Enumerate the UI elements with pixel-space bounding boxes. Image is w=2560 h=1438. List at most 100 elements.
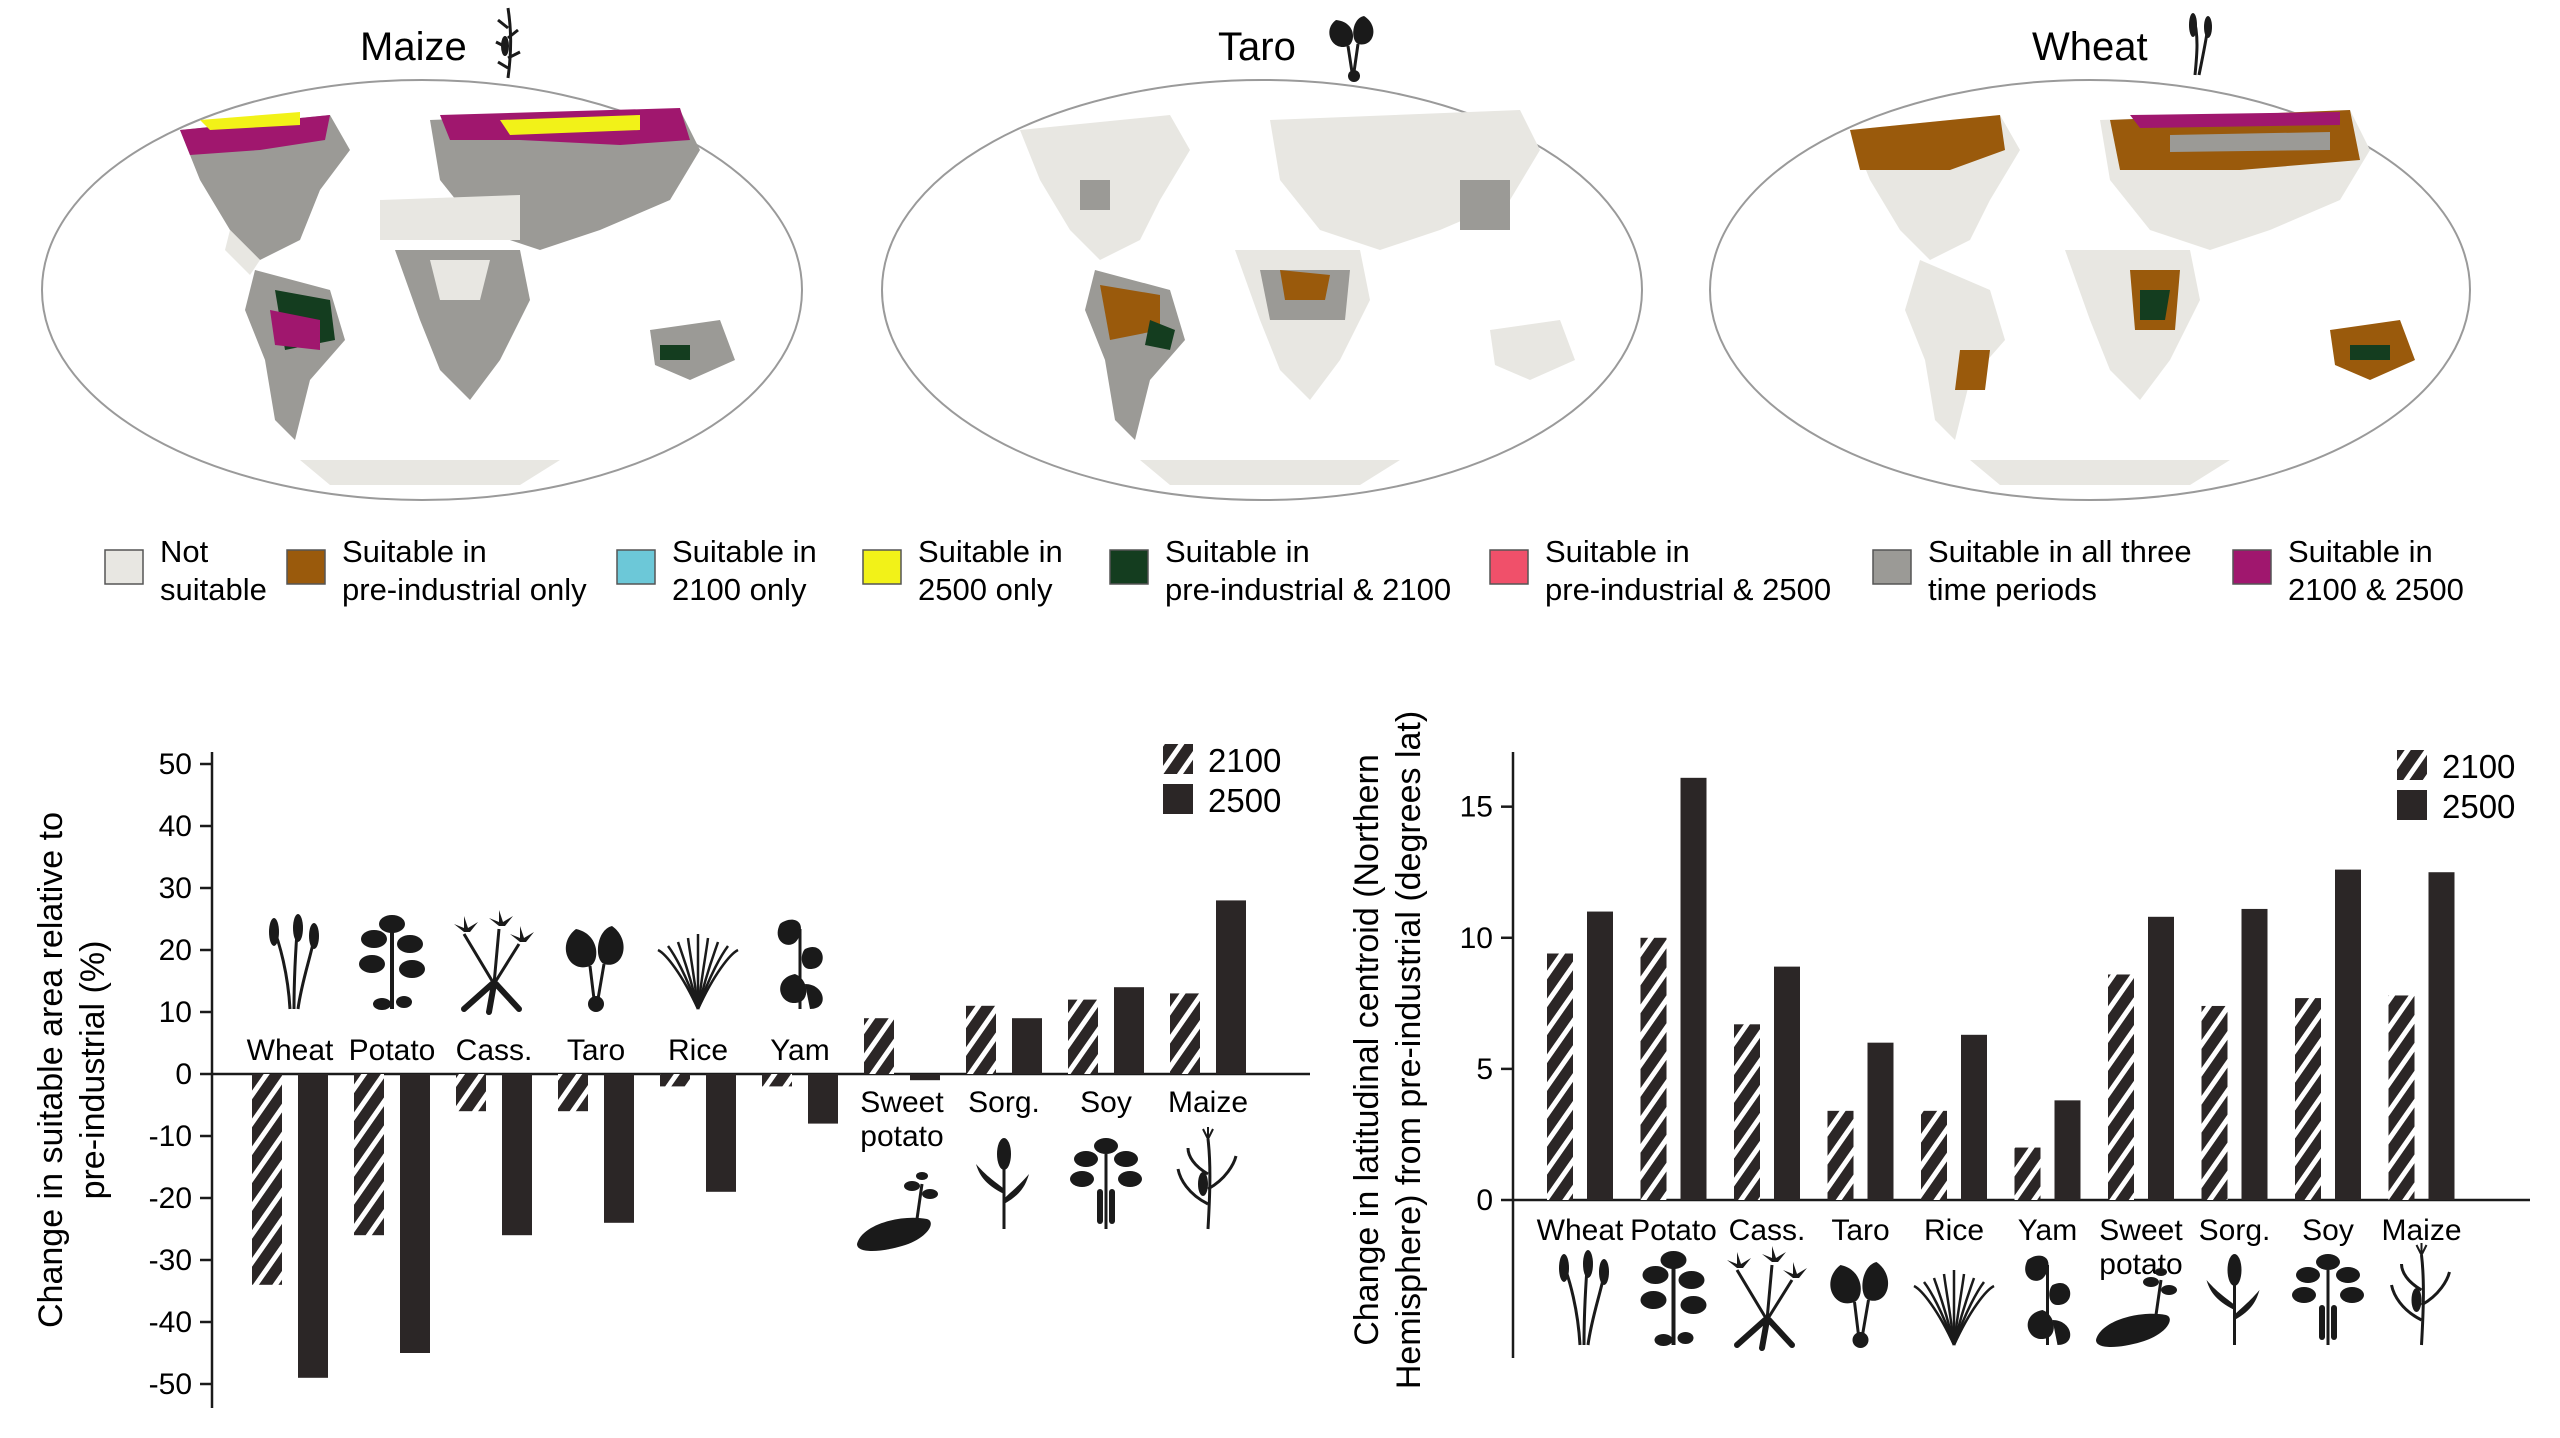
cassava-icon (454, 910, 534, 1015)
legend-label: 2100 (2442, 748, 2515, 785)
category-label: Potato (1630, 1214, 1717, 1247)
legend-label-line1: Suitable in (2288, 534, 2433, 569)
legend-swatch (1489, 549, 1529, 585)
map-title: Maize (360, 25, 467, 69)
legend-swatch (1109, 549, 1149, 585)
y-tick-label: 0 (175, 1058, 192, 1091)
legend-swatch (616, 549, 656, 585)
category-label: Cass. (456, 1034, 533, 1067)
bar-2500 (298, 1074, 328, 1378)
y-tick-label: -10 (149, 1120, 192, 1153)
y-tick-label: 20 (159, 934, 192, 967)
bar-2500 (2241, 908, 2268, 1200)
map-land (1020, 110, 1575, 485)
category-label: potato (860, 1120, 943, 1153)
legend-swatch-2500 (2397, 790, 2427, 820)
legend-swatch (286, 549, 326, 585)
bar-2500 (2428, 872, 2455, 1200)
category-label: Sorg. (968, 1086, 1040, 1119)
y-tick-label: 40 (159, 810, 192, 843)
potato-plant-icon (359, 915, 425, 1010)
category-label: potato (2099, 1248, 2182, 1281)
bar-2100 (456, 1074, 486, 1112)
bar-2500 (1012, 1018, 1042, 1074)
category-label: Taro (567, 1034, 625, 1067)
legend-label-line1: Suitable in (918, 534, 1063, 569)
legend-label-line2: pre-industrial only (342, 572, 587, 607)
bar-2100 (762, 1074, 792, 1087)
legend-label: 2100 (1208, 742, 1281, 779)
y-axis-title: Change in suitable area relative to (32, 812, 70, 1328)
category-label: Soy (1080, 1086, 1132, 1119)
bar-2500 (1114, 987, 1144, 1074)
bar-2100 (1640, 937, 1667, 1200)
maize-icon (495, 7, 521, 79)
bar-2100 (660, 1074, 690, 1087)
bar-2500 (604, 1074, 634, 1223)
potato-plant-icon (1640, 1251, 1707, 1346)
y-tick-label: -50 (149, 1368, 192, 1401)
bar-2500 (1867, 1042, 1894, 1200)
taro-icon (1830, 1262, 1889, 1348)
legend-label-line1: Suitable in (1165, 534, 1310, 569)
category-label: Yam (2018, 1214, 2077, 1247)
y-tick-label: -20 (149, 1182, 192, 1215)
category-label: Sorg. (2199, 1214, 2271, 1247)
y-axis-title: Change in latitudinal centroid (Northern (1348, 754, 1386, 1346)
y-tick-label: 0 (1476, 1184, 1493, 1217)
category-label: Cass. (1729, 1214, 1806, 1247)
bar-2500 (400, 1074, 430, 1353)
bar-2100 (966, 1005, 996, 1074)
y-tick-label: -30 (149, 1244, 192, 1277)
bar-2100 (1170, 993, 1200, 1074)
sorghum-icon (2206, 1254, 2260, 1345)
y-tick-label: 50 (159, 748, 192, 781)
legend-label: 2500 (2442, 788, 2515, 825)
bar-2100 (2295, 998, 2321, 1200)
taro-icon (1329, 16, 1374, 82)
legend-label-line1: Not (160, 534, 209, 569)
legend-label-line1: Suitable in (342, 534, 487, 569)
category-label: Wheat (1537, 1214, 1624, 1247)
bar-2500 (1680, 777, 1707, 1200)
bar-2500 (2335, 869, 2361, 1200)
rice-icon (1913, 1270, 1995, 1346)
y-tick-label: 10 (1460, 922, 1493, 955)
yam-icon (777, 919, 823, 1009)
category-label: Potato (349, 1034, 436, 1067)
category-label: Rice (1924, 1214, 1984, 1247)
legend-label-line2: 2500 only (918, 572, 1053, 607)
bar-2100 (354, 1074, 384, 1236)
suitability-maps: Maize (41, 7, 2471, 501)
bar-2100 (2201, 1005, 2228, 1200)
taro-icon (565, 926, 624, 1012)
bar-2100 (1547, 953, 1573, 1200)
bar-2100 (1734, 1024, 1760, 1200)
bar-2100 (558, 1074, 588, 1112)
bar-2500 (1774, 966, 1800, 1200)
map-land (180, 108, 735, 485)
legend-label: 2500 (1208, 782, 1281, 819)
sorghum-icon (976, 1138, 1029, 1229)
wheat-icon (2189, 13, 2212, 76)
rice-icon (657, 934, 739, 1010)
legend-swatch-2500 (1163, 784, 1193, 814)
bar-2500 (2054, 1100, 2081, 1200)
legend-label-line2: pre-industrial & 2100 (1165, 572, 1451, 607)
legend-swatch-2100 (2397, 750, 2427, 780)
category-label: Sweet (2099, 1214, 2183, 1247)
bar-2500 (2148, 916, 2174, 1200)
legend-swatch (104, 549, 144, 585)
bar-2100 (1068, 999, 1098, 1074)
map-panel-maize: Maize (41, 7, 803, 501)
y-tick-label: -40 (149, 1306, 192, 1339)
map-panel-taro: Taro (881, 16, 1643, 501)
bar-2100 (2014, 1147, 2041, 1200)
category-label: Soy (2302, 1214, 2354, 1247)
bar-2100 (864, 1018, 894, 1074)
category-label: Yam (770, 1034, 829, 1067)
